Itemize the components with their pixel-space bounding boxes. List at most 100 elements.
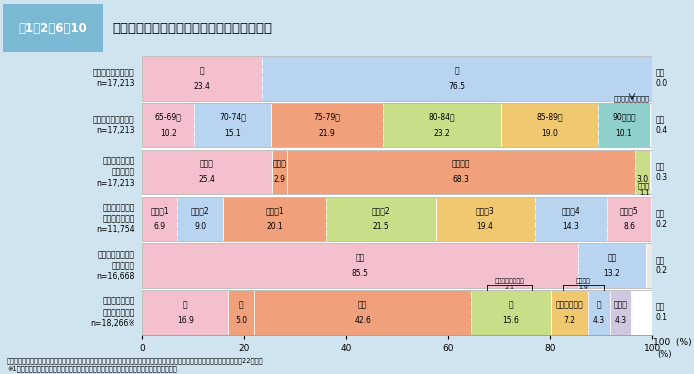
Text: 要介護認定者の
要介護状況区分
n=11,754: 要介護認定者の 要介護状況区分 n=11,754 [96,203,135,234]
Text: 虐待者との同居・
別居の状況
n=16,668: 虐待者との同居・ 別居の状況 n=16,668 [96,250,135,281]
Text: 10.2: 10.2 [160,129,177,138]
Bar [142,103,194,147]
Bar [578,243,645,288]
Bar [326,196,436,241]
Text: 21.9: 21.9 [319,129,336,138]
Bar [501,103,598,147]
Text: 75-79歳: 75-79歳 [314,113,341,122]
Bar [262,56,652,101]
Text: 妻: 妻 [239,300,244,309]
Text: 21.5: 21.5 [373,222,389,231]
Bar [534,196,607,241]
Text: 23.2: 23.2 [434,129,450,138]
Text: 8.6: 8.6 [623,222,636,231]
Bar [578,243,645,288]
Bar [607,196,652,241]
Text: 4.3: 4.3 [593,316,604,325]
Text: 要介護3: 要介護3 [475,206,494,215]
Bar [588,290,609,335]
Bar [598,103,650,147]
Text: 娘: 娘 [509,300,514,309]
Bar [142,196,178,241]
Text: 要支援1: 要支援1 [151,206,169,215]
Text: 70-74歳: 70-74歳 [219,113,246,122]
Text: 要介護4: 要介護4 [561,206,580,215]
Bar [551,290,588,335]
Text: 兄弟姉妹
1.9: 兄弟姉妹 1.9 [576,278,591,289]
Bar [178,196,223,241]
Bar [142,56,262,101]
Bar [650,150,652,194]
Text: 9.0: 9.0 [194,222,207,231]
Bar [501,103,598,147]
Text: 19.4: 19.4 [477,222,493,231]
Text: その他: その他 [613,300,627,309]
Bar [471,290,551,335]
Text: 20.1: 20.1 [266,222,283,231]
Bar [436,196,534,241]
Text: 68.3: 68.3 [452,175,469,184]
Bar [262,56,652,101]
Bar [142,150,652,194]
Bar [254,290,471,335]
Text: 15.6: 15.6 [502,316,520,325]
Text: 不明
0.1: 不明 0.1 [656,303,668,322]
Text: 被虐待高齢者の
要介護認定
n=17,213: 被虐待高齢者の 要介護認定 n=17,213 [96,156,135,188]
Bar [194,103,271,147]
Text: 認定非該当（自立）: 認定非該当（自立） [613,95,650,101]
Text: 4.3: 4.3 [614,316,627,325]
Bar [635,150,650,194]
Bar [142,243,578,288]
Bar [607,196,652,241]
Text: 認定済み: 認定済み [452,160,470,169]
Text: 23.4: 23.4 [194,82,210,91]
Bar [598,103,650,147]
Text: 6.9: 6.9 [154,222,166,231]
Text: 息子: 息子 [358,300,367,309]
Bar [142,196,652,241]
Bar [326,196,436,241]
Text: 資料：厚生労働省「高齢者虐待の防止、高齢者の養護者に対する支援等に関する法律に基づく対応状況等に関する調査結果」（平成22年度）
※1件の事例に対し虐待者が複数: 資料：厚生労働省「高齢者虐待の防止、高齢者の養護者に対する支援等に関する法律に基… [7,357,264,372]
Text: 25.4: 25.4 [198,175,216,184]
Bar [178,196,223,241]
Text: 不明
0.4: 不明 0.4 [656,116,668,135]
Text: 夫: 夫 [183,300,187,309]
Bar [272,150,287,194]
Text: 42.6: 42.6 [354,316,371,325]
Text: (%): (%) [657,350,672,359]
Text: 男: 男 [200,66,204,75]
FancyBboxPatch shape [3,4,103,52]
Bar [287,150,635,194]
Bar [223,196,326,241]
Text: 別居: 別居 [607,253,617,262]
Text: 同居: 同居 [356,253,365,262]
Text: 不明
0.2: 不明 0.2 [656,256,668,275]
Text: 90歳以上: 90歳以上 [612,113,636,122]
Text: 80-84歳: 80-84歳 [429,113,455,122]
Bar [272,150,287,194]
Text: 虐待者と被虐待
高齢者との続柄
n=18,266※: 虐待者と被虐待 高齢者との続柄 n=18,266※ [90,297,135,328]
Bar [228,290,254,335]
Text: 被虐待高齢者の年齢
n=17,213: 被虐待高齢者の年齢 n=17,213 [93,115,135,135]
Bar [271,103,383,147]
Text: 申請中: 申請中 [272,160,286,169]
Bar [142,103,652,147]
Bar [254,290,471,335]
Bar [271,103,383,147]
Text: 要支援2: 要支援2 [191,206,210,215]
Text: 16.9: 16.9 [177,316,194,325]
Text: 娘の配偶者（婿）
2.1: 娘の配偶者（婿） 2.1 [495,278,525,289]
Bar [287,150,635,194]
Bar [471,290,551,335]
Text: 7.2: 7.2 [564,316,575,325]
Text: 65-69歳: 65-69歳 [155,113,182,122]
Text: 被虐待高齢者の性別
n=17,213: 被虐待高齢者の性別 n=17,213 [93,68,135,88]
Text: 不明
0.0: 不明 0.0 [656,69,668,88]
Text: 85-89歳: 85-89歳 [536,113,563,122]
Text: 76.5: 76.5 [448,82,465,91]
Bar [228,290,254,335]
Bar [635,150,650,194]
Bar [645,243,652,288]
Text: 14.3: 14.3 [563,222,579,231]
Bar [142,290,228,335]
